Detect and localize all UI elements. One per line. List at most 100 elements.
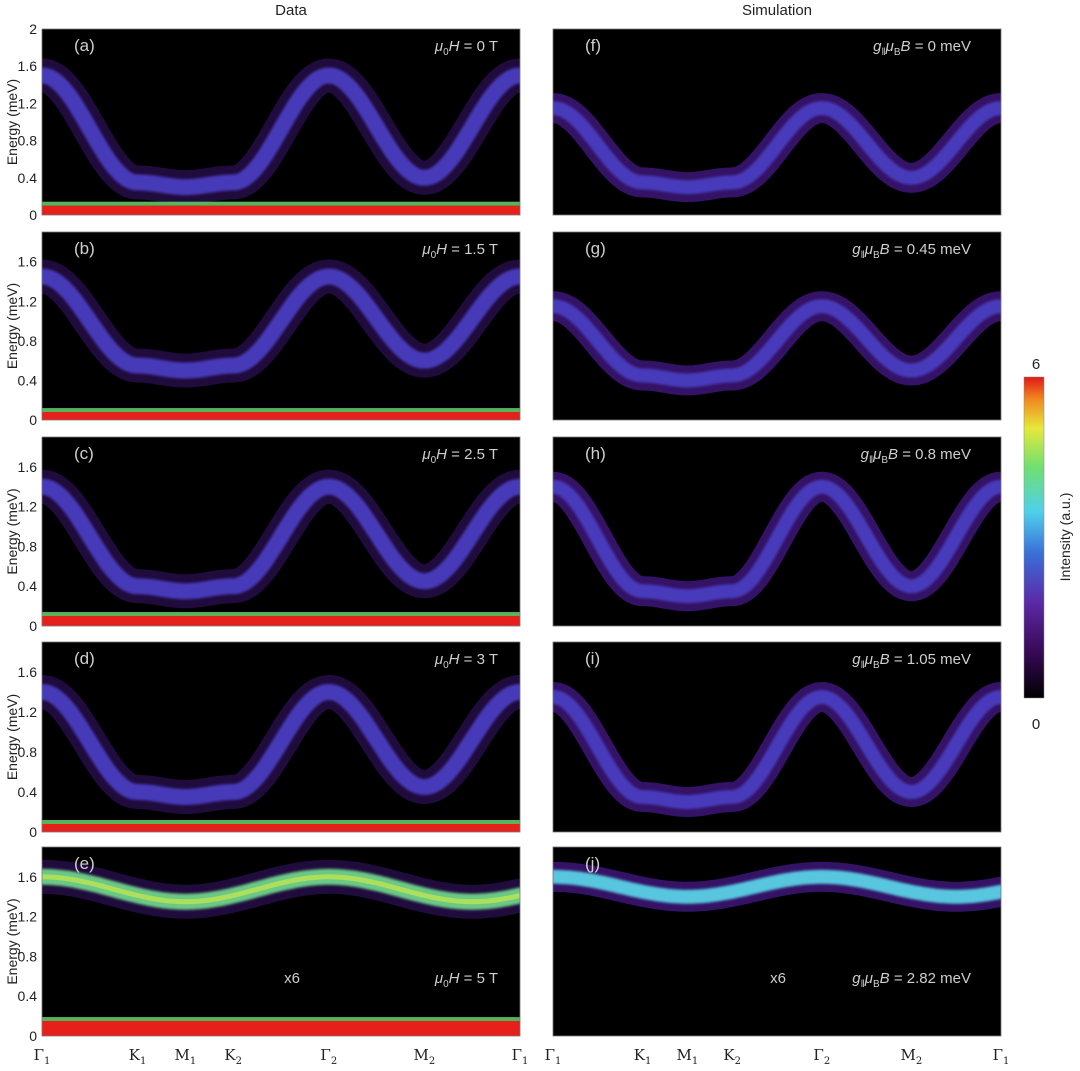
x-tick-label: M1 bbox=[175, 1046, 197, 1067]
elastic-line-edge bbox=[42, 820, 520, 824]
scale-factor-label: x6 bbox=[284, 970, 300, 987]
panel-label: (e) bbox=[74, 854, 95, 873]
elastic-line bbox=[42, 205, 520, 215]
panel-frame bbox=[552, 28, 1002, 216]
panel-a: (a) μ0H = 0 T 0 0.4 0.8 1.2 1.6 2 Energy (meV) bbox=[4, 21, 521, 223]
y-tick-label: 0 bbox=[29, 618, 37, 634]
y-tick-label: 0.8 bbox=[18, 744, 38, 760]
y-tick-label: 0 bbox=[29, 207, 37, 223]
elastic-line-edge bbox=[42, 612, 520, 617]
elastic-line-edge bbox=[42, 408, 520, 413]
panel-frame bbox=[552, 641, 1002, 833]
y-tick-label: 1.2 bbox=[18, 293, 38, 309]
panel-frame bbox=[552, 231, 1002, 421]
scale-factor-label: x6 bbox=[770, 970, 786, 987]
dispersion-band bbox=[42, 478, 520, 600]
y-tick-label: 1.2 bbox=[18, 909, 38, 925]
panel-f: (f) g‖μBB = 0 meV bbox=[552, 28, 1002, 216]
panel-frame bbox=[41, 28, 521, 216]
panel-d: (d) μ0H = 3 T 0 0.4 0.8 1.2 1.6 Energy (meV) bbox=[4, 641, 521, 840]
x-tick-label: Γ2 bbox=[320, 1046, 337, 1067]
field-annotation: g‖μBB = 0.45 meV bbox=[852, 241, 971, 261]
elastic-line bbox=[42, 616, 520, 626]
elastic-line-edge bbox=[42, 1017, 520, 1022]
elastic-line bbox=[42, 824, 520, 832]
x-tick-label: Γ2 bbox=[813, 1046, 830, 1067]
panel-i: (i) g‖μBB = 1.05 meV bbox=[552, 641, 1002, 833]
colorbar-max-label: 6 bbox=[1032, 356, 1040, 373]
panel-frame bbox=[552, 846, 1002, 1037]
field-annotation: g‖μBB = 2.82 meV bbox=[852, 970, 971, 990]
elastic-line bbox=[42, 412, 520, 420]
dispersion-band bbox=[42, 268, 520, 379]
data-column-title: Data bbox=[275, 2, 307, 19]
panel-c: (c) μ0H = 2.5 T 0 0.4 0.8 1.2 1.6 Energy (meV) bbox=[4, 436, 521, 634]
y-tick-label: 0.8 bbox=[18, 538, 38, 554]
dispersion-band bbox=[553, 689, 1001, 809]
x-tick-label: M1 bbox=[677, 1046, 699, 1067]
panel-g: (g) g‖μBB = 0.45 meV bbox=[552, 231, 1002, 421]
x-tick-label: Γ1 bbox=[512, 1046, 529, 1067]
x-tick-label: M2 bbox=[901, 1046, 923, 1067]
dispersion-band bbox=[553, 101, 1001, 195]
x-tick-label: Γ1 bbox=[993, 1046, 1010, 1067]
x-tick-label: M2 bbox=[414, 1046, 436, 1067]
panel-label: (c) bbox=[74, 444, 94, 463]
x-tick-label: K1 bbox=[129, 1046, 147, 1067]
y-tick-label: 0 bbox=[29, 412, 37, 428]
dispersion-band bbox=[42, 67, 520, 196]
field-annotation: μ0H = 1.5 T bbox=[421, 241, 498, 261]
panel-label: (j) bbox=[585, 854, 600, 873]
y-tick-label: 1.6 bbox=[18, 58, 38, 74]
x-tick-label: K2 bbox=[224, 1046, 242, 1067]
colorbar: 6 0 Intensity (a.u.) bbox=[1023, 356, 1073, 733]
y-tick-label: 0.8 bbox=[18, 133, 38, 149]
panel-label: (d) bbox=[74, 649, 95, 668]
y-tick-label: 1.6 bbox=[18, 869, 38, 885]
y-tick-label: 0.4 bbox=[18, 170, 38, 186]
panel-label: (a) bbox=[74, 36, 95, 55]
dispersion-band bbox=[553, 479, 1001, 604]
y-tick-label: 0.4 bbox=[18, 784, 38, 800]
y-axis-label: Energy (meV) bbox=[4, 694, 20, 780]
panel-h: (h) g‖μBB = 0.8 meV bbox=[552, 436, 1002, 627]
panel-j: (j) x6 g‖μBB = 2.82 meV bbox=[552, 846, 1002, 1037]
y-tick-label: 0.4 bbox=[18, 372, 38, 388]
field-annotation: g‖μBB = 1.05 meV bbox=[852, 651, 971, 671]
panel-label: (f) bbox=[585, 36, 601, 55]
x-tick-label: Γ1 bbox=[34, 1046, 51, 1067]
y-tick-label: 0 bbox=[29, 824, 37, 840]
dispersion-band bbox=[42, 683, 520, 805]
panel-frame bbox=[41, 436, 521, 627]
y-tick-label: 2 bbox=[29, 21, 37, 37]
y-tick-label: 0.4 bbox=[18, 578, 38, 594]
x-tick-label: K1 bbox=[634, 1046, 652, 1067]
dispersion-band-core bbox=[42, 874, 520, 905]
field-annotation: μ0H = 0 T bbox=[434, 38, 498, 58]
y-tick-label: 1.6 bbox=[18, 459, 38, 475]
elastic-line-edge bbox=[42, 201, 520, 206]
panel-label: (i) bbox=[585, 649, 600, 668]
panel-e: (e) x6 μ0H = 5 T 0 0.4 0.8 1.2 1.6 Energy (meV) bbox=[4, 846, 521, 1044]
y-tick-label: 0.8 bbox=[18, 948, 38, 964]
y-axis-label: Energy (meV) bbox=[4, 283, 20, 369]
y-tick-label: 1.2 bbox=[18, 704, 38, 720]
colorbar-min-label: 0 bbox=[1032, 716, 1040, 733]
y-tick-label: 1.6 bbox=[18, 254, 38, 270]
field-annotation: μ0H = 5 T bbox=[434, 970, 498, 990]
field-annotation: g‖μBB = 0.8 meV bbox=[861, 446, 971, 466]
y-tick-label: 0 bbox=[29, 1028, 37, 1044]
panel-b: (b) μ0H = 1.5 T 0 0.4 0.8 1.2 1.6 Energy (meV) bbox=[4, 231, 521, 428]
panel-frame bbox=[41, 846, 521, 1037]
y-tick-label: 1.2 bbox=[18, 95, 38, 111]
simulation-column-title: Simulation bbox=[742, 2, 812, 19]
y-axis-label: Energy (meV) bbox=[4, 79, 20, 165]
y-tick-label: 0.4 bbox=[18, 988, 38, 1004]
field-annotation: μ0H = 2.5 T bbox=[421, 446, 498, 466]
panel-label: (g) bbox=[585, 239, 606, 258]
elastic-line bbox=[42, 1021, 520, 1036]
y-tick-label: 1.2 bbox=[18, 499, 38, 515]
y-axis-label: Energy (meV) bbox=[4, 488, 20, 574]
